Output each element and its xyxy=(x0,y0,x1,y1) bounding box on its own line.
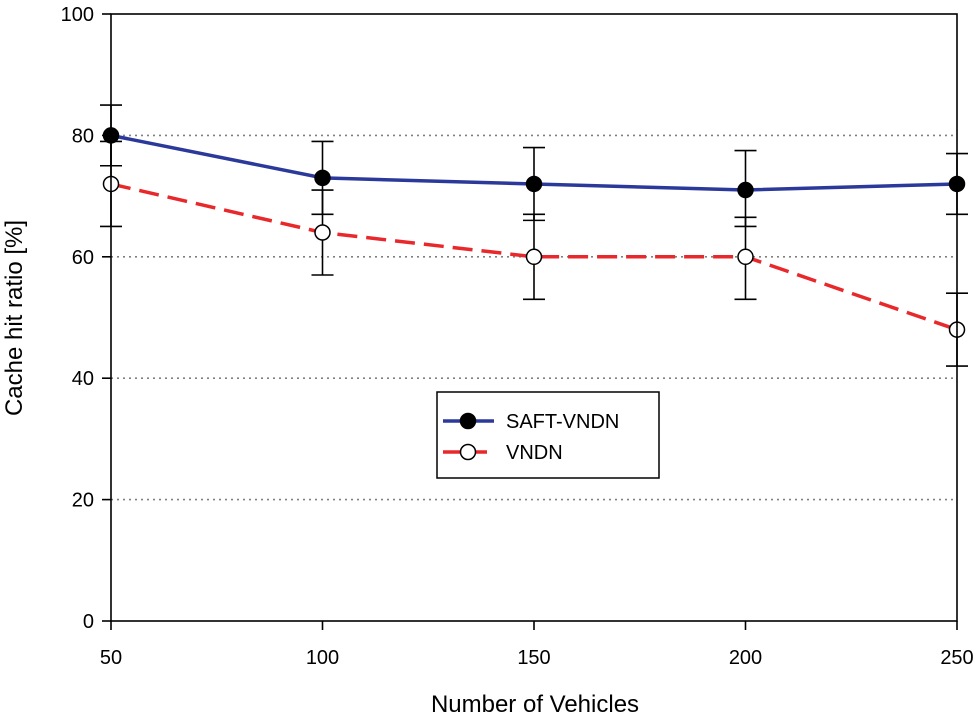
x-tick-label-50: 50 xyxy=(100,647,122,669)
y-tick-label-40: 40 xyxy=(72,368,94,390)
legend: SAFT-VNDN VNDN xyxy=(436,391,660,479)
legend-marker-vndn xyxy=(459,443,477,461)
point-vndn-100 xyxy=(314,224,331,241)
tick-labels: 0 20 40 60 80 100 50 100 150 200 250 xyxy=(61,4,974,669)
x-tick-label-100: 100 xyxy=(306,647,339,669)
legend-marker-saft-vndn xyxy=(459,412,477,430)
series-line-vndn xyxy=(110,182,958,332)
point-vndn-150 xyxy=(525,248,543,266)
y-tick-label-80: 80 xyxy=(72,125,94,147)
point-saft-vndn-100 xyxy=(314,169,331,187)
y-tick-label-100: 100 xyxy=(61,4,94,26)
plot-frame xyxy=(110,13,958,622)
legend-label-vndn: VNDN xyxy=(506,442,563,464)
y-axis-title: Cache hit ratio [%] xyxy=(1,220,28,416)
legend-box xyxy=(436,391,660,479)
point-saft-vndn-150 xyxy=(525,175,543,193)
x-axis-title: Number of Vehicles xyxy=(431,691,639,718)
y-tick-label-20: 20 xyxy=(72,490,94,512)
y-tick-label-60: 60 xyxy=(72,247,94,269)
axes xyxy=(102,13,958,630)
legend-label-saft-vndn: SAFT-VNDN xyxy=(506,411,619,433)
series-markers xyxy=(102,127,966,338)
x-tick-label-150: 150 xyxy=(517,647,550,669)
x-tick-label-250: 250 xyxy=(940,647,973,669)
error-bars xyxy=(100,104,968,367)
point-saft-vndn-200 xyxy=(737,181,754,199)
x-tick-label-200: 200 xyxy=(729,647,762,669)
point-vndn-200 xyxy=(737,248,754,266)
y-tick-label-0: 0 xyxy=(83,611,94,633)
